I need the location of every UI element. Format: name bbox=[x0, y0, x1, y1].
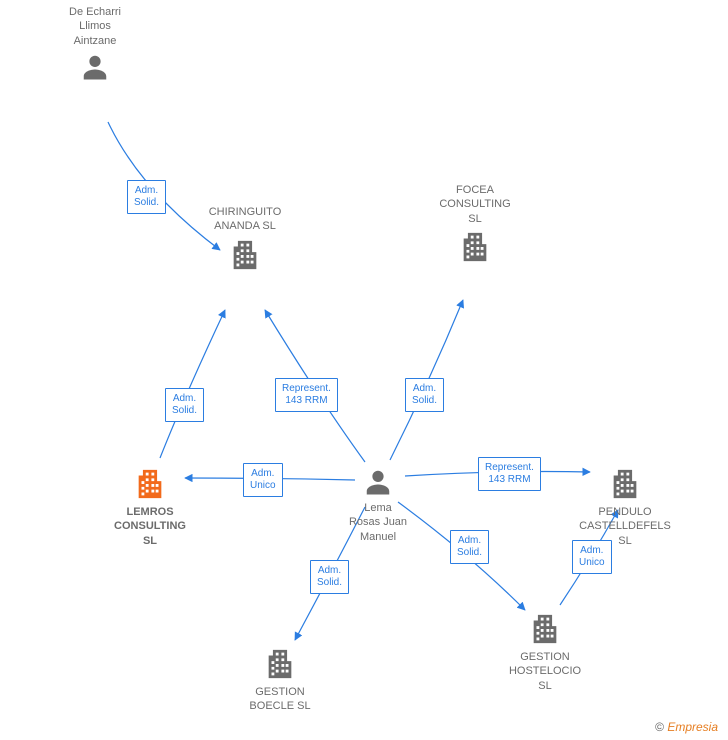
edge-label-lema-pendulo: Represent.143 RRM bbox=[478, 457, 541, 491]
node-pendulo[interactable]: PENDULOCASTELLDEFELSSL bbox=[570, 463, 680, 548]
node-gestion_boecle[interactable]: GESTIONBOECLE SL bbox=[225, 643, 335, 714]
node-label-gestion_hostel: GESTIONHOSTELOCIOSL bbox=[490, 650, 600, 693]
building-icon bbox=[95, 467, 205, 501]
edge-label-gestion_hostel-pendulo: Adm.Unico bbox=[572, 540, 612, 574]
edge-lemros-chiringuito bbox=[160, 310, 225, 458]
building-icon bbox=[490, 612, 600, 646]
building-icon bbox=[420, 230, 530, 264]
edge-label-lema-focea: Adm.Solid. bbox=[405, 378, 444, 412]
edge-label-lema-gestion_boecle: Adm.Solid. bbox=[310, 560, 349, 594]
node-label-echarri: De EcharriLlimosAintzane bbox=[40, 5, 150, 48]
node-echarri[interactable]: De EcharriLlimosAintzane bbox=[40, 5, 150, 86]
edge-label-echarri-chiringuito: Adm.Solid. bbox=[127, 180, 166, 214]
brand-name: Empresia bbox=[667, 720, 718, 734]
edges-layer bbox=[0, 0, 728, 740]
node-label-focea: FOCEACONSULTINGSL bbox=[420, 183, 530, 226]
footer-credit: © Empresia bbox=[655, 720, 718, 734]
diagram-canvas: De EcharriLlimosAintzane CHIRINGUITOANAND… bbox=[0, 0, 728, 740]
building-icon bbox=[190, 238, 300, 272]
node-lema[interactable]: LemaRosas JuanManuel bbox=[323, 463, 433, 544]
node-label-gestion_boecle: GESTIONBOECLE SL bbox=[225, 685, 335, 714]
building-icon bbox=[225, 647, 335, 681]
node-focea[interactable]: FOCEACONSULTINGSL bbox=[420, 183, 530, 268]
node-label-chiringuito: CHIRINGUITOANANDA SL bbox=[190, 205, 300, 234]
building-icon bbox=[570, 467, 680, 501]
node-chiringuito[interactable]: CHIRINGUITOANANDA SL bbox=[190, 205, 300, 276]
node-label-lema: LemaRosas JuanManuel bbox=[323, 501, 433, 544]
edge-label-lemros-chiringuito: Adm.Solid. bbox=[165, 388, 204, 422]
node-lemros[interactable]: LEMROSCONSULTINGSL bbox=[95, 463, 205, 548]
node-label-lemros: LEMROSCONSULTINGSL bbox=[95, 505, 205, 548]
node-gestion_hostel[interactable]: GESTIONHOSTELOCIOSL bbox=[490, 608, 600, 693]
edge-label-lema-chiringuito: Represent.143 RRM bbox=[275, 378, 338, 412]
edge-label-lema-gestion_hostel: Adm.Solid. bbox=[450, 530, 489, 564]
person-icon bbox=[40, 52, 150, 82]
person-icon bbox=[323, 467, 433, 497]
edge-label-lema-lemros: Adm.Unico bbox=[243, 463, 283, 497]
copyright-symbol: © bbox=[655, 720, 664, 734]
